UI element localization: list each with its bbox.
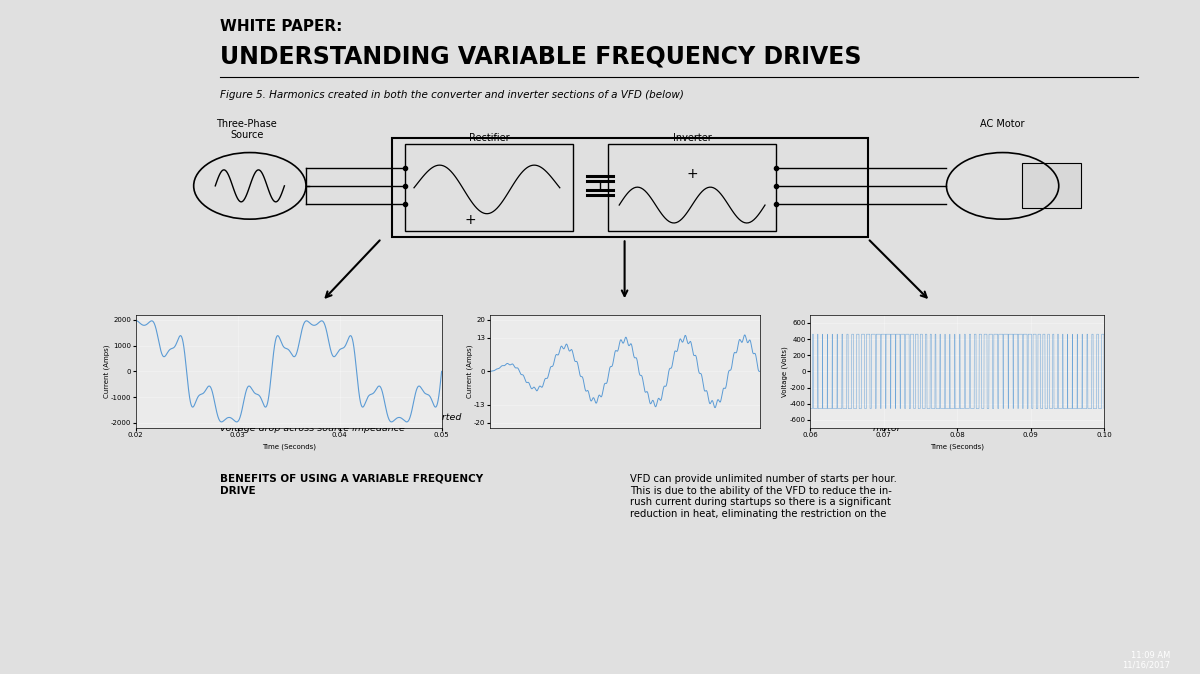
FancyBboxPatch shape — [1022, 164, 1081, 208]
Text: Inverter: Inverter — [673, 133, 712, 144]
Text: Distorted input current waveform causes distorted
voltage drop across source imp: Distorted input current waveform causes … — [220, 413, 461, 433]
Y-axis label: Voltage (Volts): Voltage (Volts) — [782, 346, 788, 397]
Text: VFD can provide unlimited number of starts per hour.
This is due to the ability : VFD can provide unlimited number of star… — [630, 474, 896, 519]
Text: AC Motor: AC Motor — [980, 119, 1025, 129]
Text: +: + — [686, 167, 698, 181]
X-axis label: Time (Seconds): Time (Seconds) — [262, 443, 316, 450]
X-axis label: Time (Seconds): Time (Seconds) — [930, 443, 984, 450]
Text: WHITE PAPER:: WHITE PAPER: — [220, 20, 342, 34]
Text: UNDERSTANDING VARIABLE FREQUENCY DRIVES: UNDERSTANDING VARIABLE FREQUENCY DRIVES — [220, 45, 862, 69]
Text: 11:09 AM: 11:09 AM — [1130, 650, 1170, 660]
Y-axis label: Current (Amps): Current (Amps) — [103, 344, 109, 398]
Text: Figure 5. Harmonics created in both the converter and inverter sections of a VFD: Figure 5. Harmonics created in both the … — [220, 90, 684, 100]
Text: Output voltage applied to
motor: Output voltage applied to motor — [874, 413, 995, 433]
Y-axis label: Current (Amps): Current (Amps) — [466, 344, 473, 398]
Text: +: + — [464, 213, 476, 226]
Text: BENEFITS OF USING A VARIABLE FREQUENCY
DRIVE: BENEFITS OF USING A VARIABLE FREQUENCY D… — [220, 474, 482, 495]
Text: 11/16/2017: 11/16/2017 — [1122, 660, 1170, 669]
Text: Three-Phase
Source: Three-Phase Source — [216, 119, 277, 140]
Text: Rectifier: Rectifier — [469, 133, 510, 144]
Text: Output motor current waveform: Output motor current waveform — [559, 413, 713, 422]
